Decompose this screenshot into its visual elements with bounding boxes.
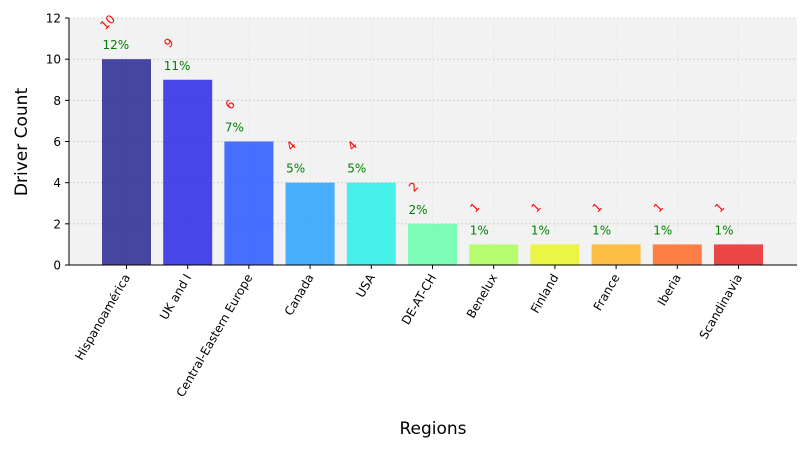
bar	[163, 79, 213, 265]
bar	[469, 244, 519, 265]
y-tick-label: 6	[53, 135, 61, 149]
y-axis-title: Driver Count	[12, 88, 32, 197]
percent-label: 1%	[470, 223, 489, 237]
bar	[714, 244, 763, 265]
y-tick-label: 4	[53, 176, 61, 190]
percent-label: 7%	[225, 121, 244, 135]
bar	[102, 59, 151, 265]
x-tick-label: France	[591, 272, 623, 314]
x-tick-label: Canada	[282, 272, 317, 319]
y-tick-label: 10	[46, 53, 61, 67]
percent-label: 1%	[715, 223, 734, 237]
x-tick-label: DE-AT-CH	[399, 272, 439, 328]
percent-label: 1%	[531, 223, 550, 237]
x-tick-label: Scandinavia	[697, 272, 746, 342]
x-tick-label: Benelux	[464, 272, 500, 321]
percent-label: 11%	[164, 59, 191, 73]
y-ticks: 0 2 4 6 8 10 12	[46, 12, 69, 273]
y-tick-label: 8	[53, 94, 61, 108]
percent-label: 5%	[286, 162, 305, 176]
x-tick-label: Iberia	[655, 272, 684, 309]
x-tick-label: Hispanoamérica	[72, 272, 133, 363]
percent-label: 12%	[103, 38, 130, 52]
x-tick-label: UK and I	[157, 272, 194, 323]
bar	[285, 182, 335, 265]
bar	[408, 223, 457, 265]
x-tick-label: USA	[353, 271, 378, 300]
bar	[530, 244, 580, 265]
y-tick-label: 12	[46, 12, 61, 26]
bar	[224, 141, 274, 265]
x-tick-label: Finland	[528, 272, 562, 316]
percent-label: 1%	[592, 223, 611, 237]
x-axis-title: Regions	[399, 419, 466, 439]
bar	[346, 182, 396, 265]
percent-label: 1%	[653, 223, 672, 237]
percent-label: 2%	[409, 203, 428, 217]
y-tick-label: 0	[53, 259, 61, 273]
bars	[102, 59, 763, 265]
bar	[591, 244, 641, 265]
bar	[652, 244, 702, 265]
percent-label: 5%	[347, 162, 366, 176]
y-tick-label: 2	[53, 217, 61, 231]
